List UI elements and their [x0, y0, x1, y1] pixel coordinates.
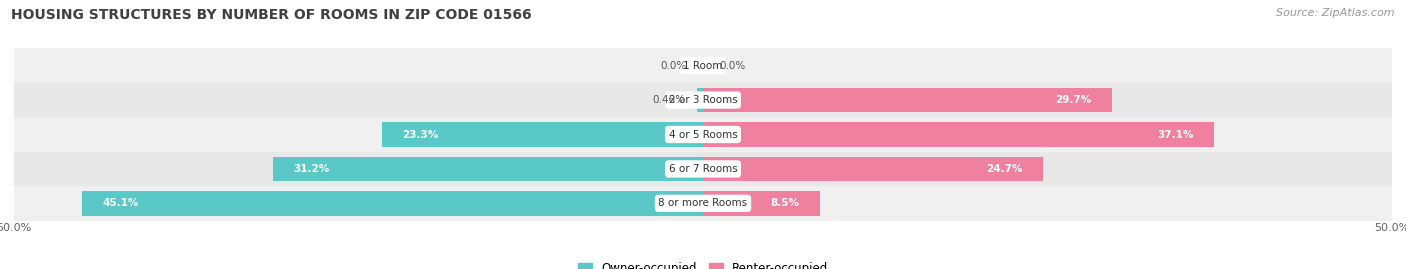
Text: 0.0%: 0.0% — [661, 61, 686, 71]
Text: 37.1%: 37.1% — [1157, 129, 1194, 140]
Bar — [14, 152, 1392, 186]
Bar — [14, 186, 1392, 221]
Bar — [14, 117, 1392, 152]
Text: 6 or 7 Rooms: 6 or 7 Rooms — [669, 164, 737, 174]
Text: 23.3%: 23.3% — [402, 129, 439, 140]
Text: 24.7%: 24.7% — [986, 164, 1022, 174]
Text: 1 Room: 1 Room — [683, 61, 723, 71]
Bar — [14, 48, 1392, 83]
Text: 0.46%: 0.46% — [652, 95, 686, 105]
Text: 45.1%: 45.1% — [103, 198, 139, 208]
Text: 8.5%: 8.5% — [770, 198, 800, 208]
Text: 2 or 3 Rooms: 2 or 3 Rooms — [669, 95, 737, 105]
Bar — [82, 191, 703, 216]
Text: 8 or more Rooms: 8 or more Rooms — [658, 198, 748, 208]
Bar — [273, 157, 703, 181]
Bar — [703, 122, 1215, 147]
Bar — [703, 157, 1043, 181]
Text: Source: ZipAtlas.com: Source: ZipAtlas.com — [1277, 8, 1395, 18]
Bar — [14, 83, 1392, 117]
Text: 4 or 5 Rooms: 4 or 5 Rooms — [669, 129, 737, 140]
Bar — [382, 122, 703, 147]
Bar — [703, 191, 820, 216]
Text: 0.0%: 0.0% — [720, 61, 745, 71]
Bar — [703, 88, 1112, 112]
Text: 31.2%: 31.2% — [294, 164, 330, 174]
Text: HOUSING STRUCTURES BY NUMBER OF ROOMS IN ZIP CODE 01566: HOUSING STRUCTURES BY NUMBER OF ROOMS IN… — [11, 8, 531, 22]
Bar — [696, 88, 703, 112]
Legend: Owner-occupied, Renter-occupied: Owner-occupied, Renter-occupied — [572, 258, 834, 269]
Text: 29.7%: 29.7% — [1056, 95, 1091, 105]
